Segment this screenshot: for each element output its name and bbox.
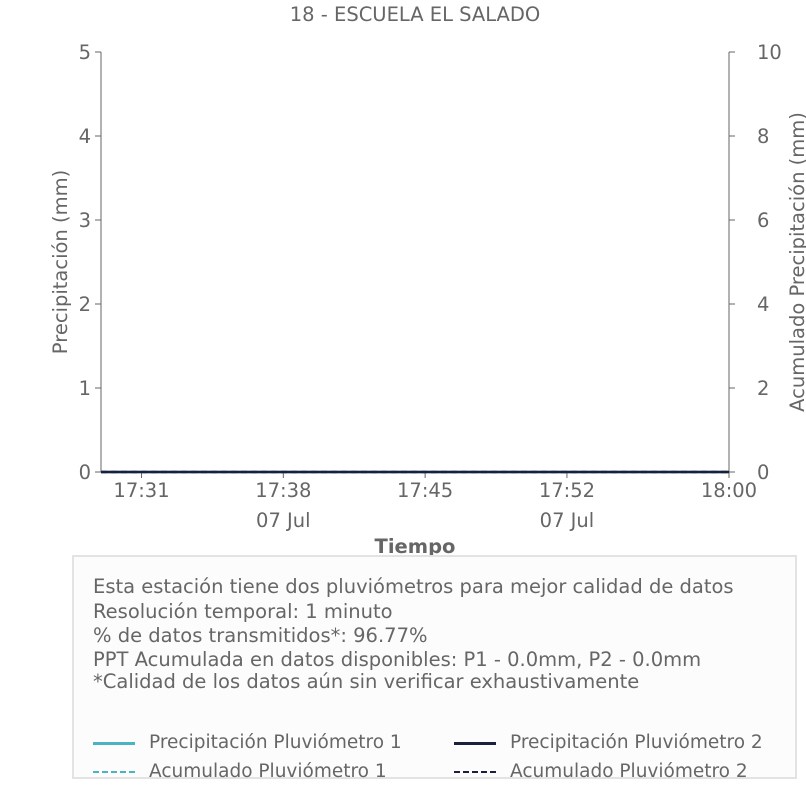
y2-tick-label: 0 [757, 461, 769, 484]
info-line: *Calidad de los datos aún sin verificar … [93, 670, 640, 693]
x-axis-label: Tiempo [375, 535, 456, 558]
y-tick-label: 2 [79, 293, 91, 316]
legend-label: Precipitación Pluviómetro 2 [510, 732, 763, 753]
y-axis-left: 0 1 2 3 4 5 [79, 41, 101, 484]
y-tick-label: 4 [79, 125, 91, 148]
info-line: % de datos transmitidos*: 96.77% [93, 624, 428, 647]
legend-label: Precipitación Pluviómetro 1 [149, 732, 402, 753]
info-line: Esta estación tiene dos pluviómetros par… [93, 575, 734, 598]
chart: 18 - ESCUELA EL SALADO 0 1 2 3 4 5 0 2 4 6 8 10 17… [49, 3, 806, 558]
legend-swatch [93, 771, 135, 773]
info-line: Resolución temporal: 1 minuto [93, 600, 393, 623]
y2-tick-label: 10 [757, 41, 782, 64]
y-axis-right: 0 2 4 6 8 10 [729, 41, 782, 484]
legend-label: Acumulado Pluviómetro 1 [149, 761, 387, 782]
x-tick-label: 17:31 [113, 479, 169, 502]
x-tick-date-label: 07 Jul [540, 509, 595, 532]
x-tick-date-label: 07 Jul [256, 509, 311, 532]
legend-swatch [93, 742, 135, 745]
y-tick-label: 5 [79, 41, 91, 64]
legend-swatch [454, 771, 496, 773]
info-box: Esta estación tiene dos pluviómetros par… [72, 555, 797, 782]
legend-label: Acumulado Pluviómetro 2 [510, 761, 748, 782]
x-tick-label: 18:00 [701, 479, 757, 502]
y2-tick-label: 8 [757, 125, 769, 148]
x-tick-label: 17:52 [539, 479, 595, 502]
info-line: PPT Acumulada en datos disponibles: P1 -… [93, 648, 702, 671]
y2-tick-label: 4 [757, 293, 769, 316]
y2-axis-label: Acumulado Precipitación (mm) [786, 112, 806, 412]
legend-swatch [454, 742, 496, 745]
y2-tick-label: 2 [757, 377, 769, 400]
x-tick-label: 17:45 [397, 479, 453, 502]
chart-title: 18 - ESCUELA EL SALADO [290, 3, 540, 26]
y-tick-label: 0 [79, 461, 91, 484]
x-tick-label: 17:38 [255, 479, 311, 502]
y-axis-label: Precipitación (mm) [49, 170, 72, 354]
y-tick-label: 1 [79, 377, 91, 400]
x-axis: 17:31 17:38 07 Jul 17:45 17:52 07 Jul 18:00 [113, 472, 757, 532]
y2-tick-label: 6 [757, 209, 769, 232]
y-tick-label: 3 [79, 209, 91, 232]
